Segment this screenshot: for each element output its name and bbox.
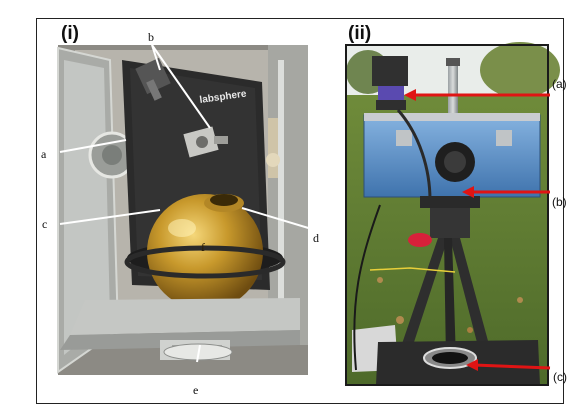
callout-arrows-right [404,89,551,371]
callout-letter-c: c [42,217,48,231]
panel-label-ii: (ii) [348,23,372,44]
callout-letter-f: f [201,240,205,254]
callout-letter-ii-c: (c) [553,370,567,384]
callout-line-e [196,344,201,363]
arrow-head-b [462,186,474,198]
callout-line-c [59,209,161,225]
callout-line-b1 [151,44,161,71]
callout-letter-b: b [148,30,154,44]
callout-letter-ii-b: (b) [552,195,567,209]
callout-line-b2 [151,44,211,129]
callout-letter-e: e [193,383,199,397]
callout-letter-d: d [313,231,319,245]
photo-right-field-instrument [345,42,560,386]
photo-left-integrating-sphere-enclosure [57,45,308,375]
panel-label-i: (i) [61,23,79,44]
callout-letter-a: a [41,147,47,161]
arrow-head-a [404,89,416,101]
arrow-line-c [473,363,551,370]
callout-line-d [241,207,316,231]
callout-lines-left [59,44,316,363]
callout-line-a [59,139,127,153]
arrow-head-c [466,359,478,371]
callout-letter-ii-a: (a) [552,77,567,91]
